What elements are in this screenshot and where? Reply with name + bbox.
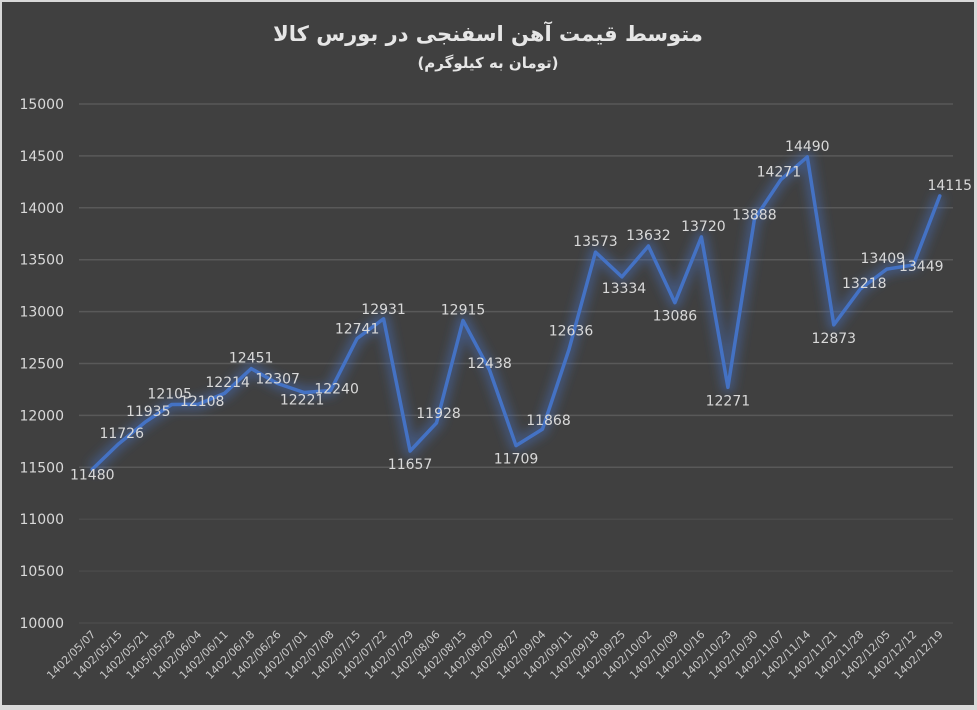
data-label: 13334 xyxy=(602,281,647,297)
data-label: 12108 xyxy=(180,394,225,410)
price-series xyxy=(88,150,946,474)
y-tick-label: 12000 xyxy=(19,408,64,424)
data-label: 12240 xyxy=(314,381,359,397)
data-label: 14271 xyxy=(757,165,802,181)
data-label: 14115 xyxy=(927,178,972,194)
data-label: 12214 xyxy=(205,375,250,391)
chart-subtitle: (تومان به کیلوگرم) xyxy=(417,54,559,72)
y-tick-label: 14000 xyxy=(19,201,64,217)
data-label: 13573 xyxy=(573,234,618,250)
x-axis: 1402/05/071402/05/151402/05/211405/05/28… xyxy=(44,628,946,682)
data-label: 13409 xyxy=(861,251,906,267)
y-tick-label: 14500 xyxy=(19,149,64,165)
y-tick-label: 10500 xyxy=(19,564,64,580)
y-tick-label: 13500 xyxy=(19,253,64,269)
data-label: 12741 xyxy=(335,321,380,337)
data-label: 11480 xyxy=(70,467,115,483)
data-label: 11709 xyxy=(494,452,539,468)
y-axis: 10000 10500 11000 11500 12000 12500 13000 13500… xyxy=(19,97,64,632)
y-tick-label: 15000 xyxy=(19,97,64,113)
y-tick-label: 11500 xyxy=(19,460,64,476)
data-label: 12271 xyxy=(706,393,751,409)
data-label: 12636 xyxy=(549,323,594,339)
data-label: 13720 xyxy=(681,219,726,235)
series-glow xyxy=(88,150,946,474)
data-label: 12221 xyxy=(280,392,325,408)
data-label: 12307 xyxy=(255,372,300,388)
chart-title: متوسط قیمت آهن اسفنجی در بورس کالا xyxy=(273,22,703,46)
data-label: 13449 xyxy=(899,259,944,275)
data-label: 11657 xyxy=(388,457,433,473)
data-label: 13632 xyxy=(626,228,671,244)
y-tick-label: 10000 xyxy=(19,616,64,632)
data-label: 11935 xyxy=(126,404,171,420)
data-label: 12915 xyxy=(441,302,486,318)
data-label: 12438 xyxy=(467,356,512,372)
data-label: 12873 xyxy=(812,331,857,347)
data-label: 12451 xyxy=(229,351,274,367)
data-label: 12931 xyxy=(361,302,406,318)
gridlines xyxy=(78,103,954,624)
y-tick-label: 12500 xyxy=(19,357,64,373)
data-label: 11726 xyxy=(99,426,144,442)
data-label: 13218 xyxy=(842,276,887,292)
y-tick-label: 11000 xyxy=(19,512,64,528)
data-label: 12105 xyxy=(147,387,192,403)
data-label: 11868 xyxy=(526,413,571,429)
data-label: 14490 xyxy=(785,139,830,155)
data-label: 13086 xyxy=(653,309,698,325)
data-label: 11928 xyxy=(416,406,461,422)
data-label: 13888 xyxy=(732,207,777,223)
series-line xyxy=(90,155,942,472)
y-tick-label: 13000 xyxy=(19,305,64,321)
